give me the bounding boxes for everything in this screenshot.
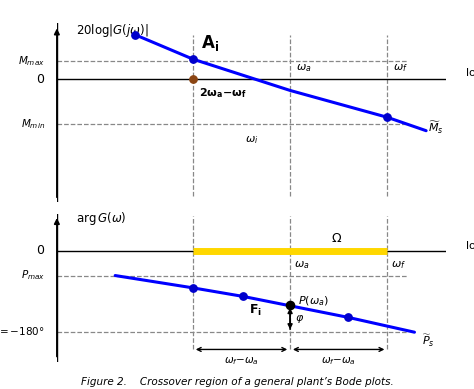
Point (286, 302, 294, 308)
Text: $P_{min}{=}{-}180°$: $P_{min}{=}{-}180°$ (0, 325, 45, 339)
Text: $0$: $0$ (36, 244, 45, 258)
Text: $\Omega$: $\Omega$ (331, 232, 342, 245)
Text: $\omega_f$: $\omega_f$ (391, 259, 406, 272)
Text: Figure 2.    Crossover region of a general plant’s Bode plots.: Figure 2. Crossover region of a general … (81, 377, 393, 387)
Text: $\varphi$: $\varphi$ (295, 313, 304, 325)
Text: $\omega_f{-}\omega_a$: $\omega_f{-}\omega_a$ (321, 355, 356, 367)
Text: $\arg G(\omega)$: $\arg G(\omega)$ (76, 210, 127, 228)
Text: $\mathbf{2\omega_a{-}\omega_f}$: $\mathbf{2\omega_a{-}\omega_f}$ (199, 86, 246, 100)
Point (131, 32, 138, 38)
Text: $M_{min}$: $M_{min}$ (21, 117, 45, 131)
Point (189, 285, 197, 291)
Text: $P_{max}$: $P_{max}$ (21, 269, 45, 282)
Text: $\widetilde{M}_s$: $\widetilde{M}_s$ (428, 119, 444, 136)
Text: $20\log|G(j\omega)|$: $20\log|G(j\omega)|$ (76, 21, 149, 39)
Text: $P(\omega_a)$: $P(\omega_a)$ (298, 294, 329, 308)
Point (383, 114, 391, 121)
Point (345, 314, 352, 321)
Text: $\log\omega$: $\log\omega$ (465, 239, 474, 253)
Point (189, 76, 197, 82)
Text: $\omega_a$: $\omega_a$ (296, 62, 311, 74)
Text: $\mathbf{A_i}$: $\mathbf{A_i}$ (201, 33, 219, 53)
Point (240, 293, 247, 300)
Text: $\omega_f{-}\omega_a$: $\omega_f{-}\omega_a$ (224, 355, 259, 367)
Text: $\omega_a$: $\omega_a$ (294, 259, 310, 272)
Text: $\omega_f$: $\omega_f$ (393, 62, 408, 74)
Point (189, 56, 197, 62)
Text: $M_{max}$: $M_{max}$ (18, 54, 45, 68)
Text: $\log\omega$: $\log\omega$ (465, 66, 474, 79)
Text: $\omega_i$: $\omega_i$ (245, 134, 258, 145)
Text: $\widetilde{P}_s$: $\widetilde{P}_s$ (422, 333, 435, 349)
Text: $\mathbf{F_i}$: $\mathbf{F_i}$ (249, 303, 262, 319)
Text: $0$: $0$ (36, 73, 45, 86)
